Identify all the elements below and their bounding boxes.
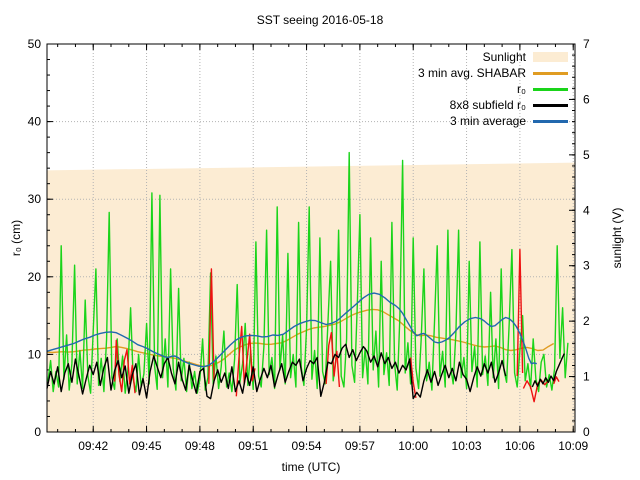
- x-tick-label: 09:57: [345, 439, 375, 453]
- series-unlabeled-red-series: [553, 376, 560, 385]
- y-right-tick-label: 2: [583, 314, 590, 328]
- x-tick-label: 10:06: [505, 439, 535, 453]
- series-unlabeled-red-series: [516, 248, 524, 377]
- legend-item-sunlight: Sunlight: [300, 49, 568, 65]
- y-right-tick-label: 0: [583, 425, 590, 439]
- legend-item-shabar-avg: 3 min avg. SHABAR: [300, 65, 568, 81]
- legend-item-8x8-subfield-r0: 8x8 subfield r₀: [300, 97, 568, 113]
- x-tick-label: 09:45: [132, 439, 162, 453]
- legend-item-r0: r₀: [300, 81, 568, 97]
- series-unlabeled-red-series: [113, 339, 136, 394]
- legend-swatch-sunlight: [533, 52, 568, 62]
- legend: Sunlight 3 min avg. SHABAR r₀ 8x8 subfie…: [300, 49, 568, 129]
- x-tick-label: 09:48: [185, 439, 215, 453]
- series-8x8-subfield-r-: [46, 343, 507, 400]
- legend-label-3min-average: 3 min average: [449, 114, 526, 128]
- x-tick-label: 09:51: [238, 439, 268, 453]
- y-right-tick-label: 7: [583, 37, 590, 51]
- series-3-min-average: [46, 292, 537, 368]
- legend-item-3min-average: 3 min average: [300, 113, 568, 129]
- x-tick-label: 10:00: [398, 439, 428, 453]
- x-tick-label: 09:54: [292, 439, 322, 453]
- legend-swatch-shabar-avg: [533, 71, 568, 75]
- y-left-axis-label: r₀ (cm): [9, 219, 23, 257]
- legend-label-8x8-subfield-r0: 8x8 subfield r₀: [449, 98, 526, 112]
- y-right-tick-label: 4: [583, 203, 590, 217]
- y-right-tick-label: 5: [583, 148, 590, 162]
- legend-swatch-3min-average: [533, 119, 568, 123]
- legend-swatch-8x8-subfield-r0: [533, 103, 568, 107]
- y-right-tick-label: 6: [583, 92, 590, 106]
- legend-label-shabar-avg: 3 min avg. SHABAR: [417, 66, 526, 80]
- series-unlabeled-red-series: [522, 379, 549, 403]
- y-left-tick-label: 40: [28, 115, 42, 129]
- page-title: SST seeing 2016-05-18: [256, 13, 384, 27]
- plot-border: [46, 43, 576, 433]
- legend-label-sunlight: Sunlight: [482, 50, 526, 64]
- x-tick-label: 09:42: [78, 439, 108, 453]
- series-8x8-subfield-r-: [531, 353, 565, 388]
- y-right-tick-label: 1: [583, 370, 590, 384]
- y-left-tick-label: 0: [34, 425, 41, 439]
- y-right-axis-label: sunlight (V): [610, 207, 624, 269]
- y-left-tick-label: 20: [28, 270, 42, 284]
- legend-label-r0: r₀: [517, 82, 526, 96]
- y-left-tick-label: 10: [28, 347, 42, 361]
- legend-swatch-r0: [533, 87, 568, 91]
- y-left-tick-label: 30: [28, 192, 42, 206]
- series-unlabeled-red-series: [208, 268, 215, 384]
- y-left-tick-label: 50: [28, 37, 42, 51]
- y-right-tick-label: 3: [583, 259, 590, 273]
- x-axis-label: time (UTC): [281, 460, 341, 474]
- series-unlabeled-red-series: [325, 332, 341, 388]
- x-tick-label: 10:09: [558, 439, 588, 453]
- x-tick-label: 10:03: [452, 439, 482, 453]
- series-unlabeled-red-series: [409, 357, 417, 399]
